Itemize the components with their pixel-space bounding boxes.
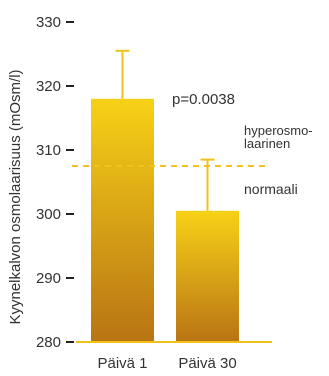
- p-value-annotation: p=0.0038: [172, 91, 235, 108]
- y-axis-label: Kyynelkalvon osmolaarisuus (mOsm/l): [7, 69, 24, 324]
- y-axis-ticks: 280 290 300 310 320 330: [36, 14, 74, 351]
- y-tick-label: 320: [36, 78, 61, 95]
- threshold-label-hyperosmolar-line2: laarinen: [244, 136, 290, 151]
- bar-2: [176, 210, 239, 342]
- y-tick-label: 290: [36, 270, 61, 287]
- threshold-label-normal: normaali: [244, 181, 298, 197]
- y-tick-label: 330: [36, 14, 61, 31]
- x-axis-ticks: Päivä 1 Päivä 30: [97, 355, 236, 372]
- bars-group: [91, 98, 239, 342]
- y-tick-label: 280: [36, 334, 61, 351]
- x-tick-label: Päivä 30: [178, 355, 236, 371]
- y-tick-label: 300: [36, 206, 61, 223]
- bar-1: [91, 98, 154, 342]
- error-bars-group: [115, 49, 215, 211]
- y-tick-label: 310: [36, 142, 61, 159]
- x-tick-label: Päivä 1: [97, 355, 147, 371]
- threshold-label-hyperosmolar-line1: hyperosmo-: [244, 123, 313, 138]
